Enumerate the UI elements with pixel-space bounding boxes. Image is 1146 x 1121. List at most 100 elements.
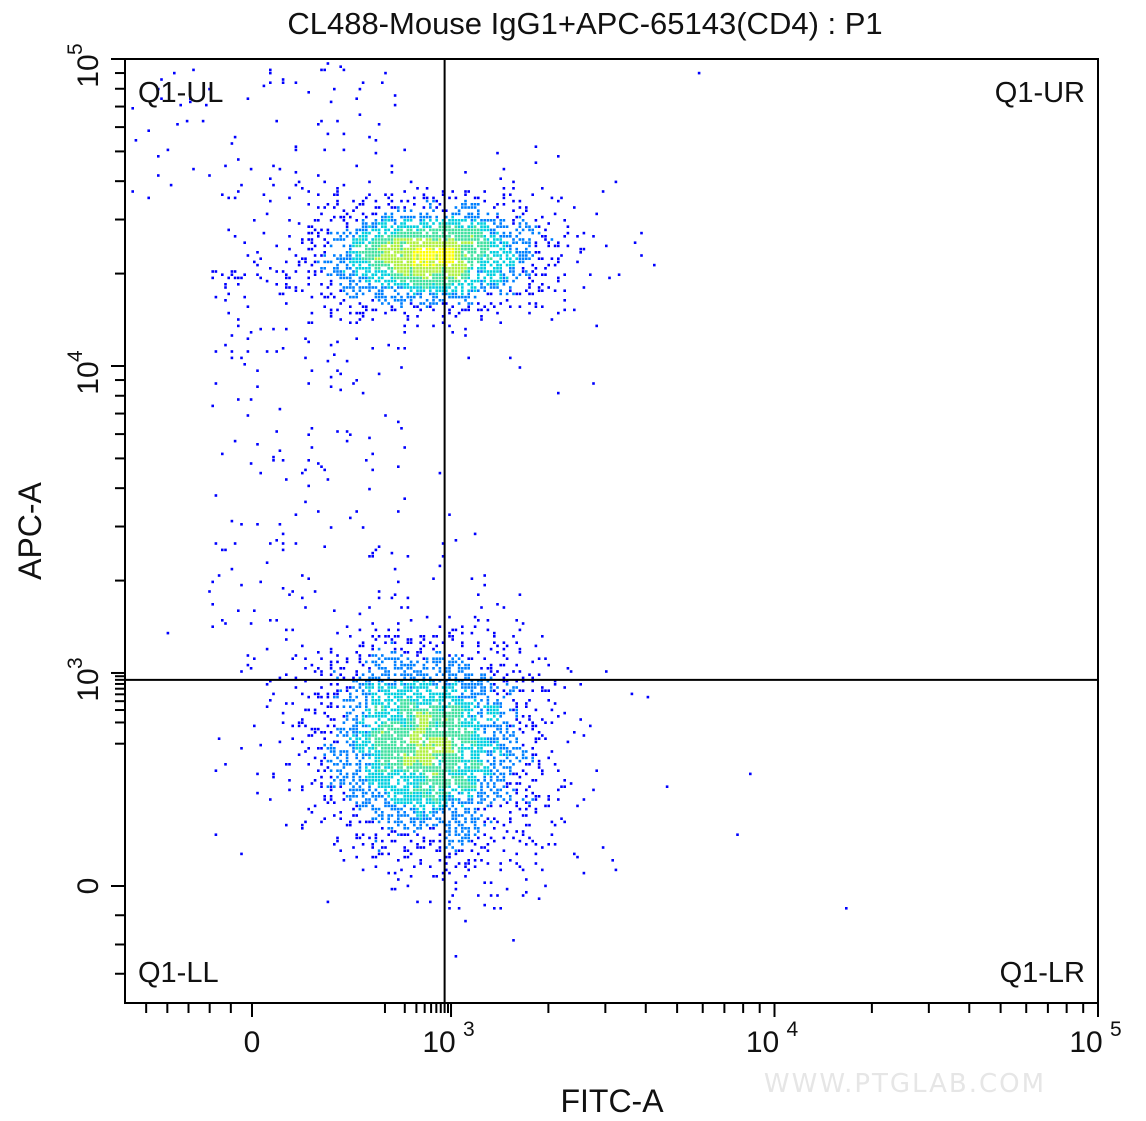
data-point-1380 (477, 203, 480, 206)
data-point-696 (301, 740, 304, 744)
data-point-584 (512, 635, 515, 638)
data-point-3053 (438, 759, 442, 763)
data-point-3154 (409, 721, 413, 724)
data-point-2209 (432, 679, 435, 683)
data-point-3499 (435, 769, 438, 772)
data-point-2864 (470, 743, 474, 747)
data-point-2127 (393, 679, 397, 683)
data-point-2095 (377, 292, 381, 296)
data-point-3334 (374, 241, 378, 244)
data-point-3432 (365, 247, 368, 251)
data-point-1311 (345, 711, 349, 715)
data-point-360 (240, 670, 243, 673)
data-point-1037 (374, 833, 378, 836)
data-point-2358 (397, 801, 400, 804)
data-point-2371 (499, 238, 502, 241)
data-point-136 (403, 446, 406, 449)
data-point-1335 (345, 795, 349, 798)
data-point-824 (528, 715, 531, 718)
data-point-1839 (397, 811, 400, 814)
data-point-3181 (400, 747, 403, 750)
data-point-287 (269, 199, 272, 203)
data-point-1071 (409, 839, 413, 843)
data-point-1314 (336, 676, 339, 680)
data-point-4 (297, 222, 301, 225)
data-point-886 (537, 289, 541, 292)
data-point-681 (320, 670, 323, 673)
data-point-3347 (429, 779, 432, 782)
data-point-437 (397, 420, 400, 424)
data-point-3329 (480, 247, 483, 251)
data-point-1183 (438, 833, 442, 836)
data-point-2153 (473, 686, 477, 689)
data-point-3671 (406, 734, 410, 737)
data-point-2985 (403, 225, 406, 228)
data-point-3369 (387, 747, 390, 750)
data-point-708 (493, 635, 496, 638)
data-point-1640 (371, 804, 374, 808)
data-point-3059 (371, 743, 374, 747)
data-point-3624 (403, 231, 406, 235)
data-point-2222 (387, 801, 390, 804)
data-point-3507 (397, 753, 400, 756)
data-point-1568 (518, 273, 522, 276)
data-point-124 (253, 609, 256, 612)
data-point-2745 (483, 267, 486, 270)
data-point-3421 (435, 718, 438, 721)
data-point-2422 (352, 734, 355, 737)
data-point-2034 (397, 292, 400, 296)
data-point-2659 (483, 270, 486, 273)
data-point-3968 (413, 244, 416, 248)
data-point-1290 (525, 273, 528, 276)
data-point-2826 (377, 775, 381, 779)
data-point-3613 (454, 235, 458, 238)
y-tick-1: 103 (64, 657, 105, 701)
data-point-1218 (313, 228, 317, 232)
data-point-3226 (425, 795, 429, 798)
data-point-3412 (454, 759, 458, 763)
data-point-2825 (416, 689, 419, 692)
data-point-1172 (531, 753, 534, 756)
data-point-664 (313, 708, 317, 712)
data-point-1703 (480, 683, 483, 686)
data-point-2208 (454, 820, 458, 824)
data-point-2098 (489, 228, 493, 232)
data-point-3364 (422, 788, 426, 792)
data-point-506 (256, 263, 259, 267)
data-point-2973 (409, 798, 413, 801)
data-point-1822 (512, 753, 515, 756)
data-point-2589 (381, 785, 384, 788)
data-point-1411 (397, 823, 400, 827)
data-point-1016 (544, 235, 547, 238)
data-point-1134 (486, 667, 490, 670)
data-point-1669 (400, 299, 403, 302)
data-point-2314 (502, 247, 506, 251)
data-point-1637 (339, 727, 342, 731)
data-point-1696 (400, 663, 403, 667)
data-point-2316 (496, 283, 499, 286)
data-point-1187 (525, 807, 528, 811)
data-point-72 (438, 564, 442, 568)
data-point-677 (333, 801, 336, 804)
data-point-2657 (470, 222, 474, 225)
data-point-2990 (368, 241, 371, 244)
data-point-2318 (342, 270, 346, 273)
data-point-3576 (374, 251, 378, 254)
data-point-1323 (496, 686, 499, 689)
data-point-643 (374, 199, 378, 203)
data-point-1509 (342, 699, 346, 702)
data-point-1590 (329, 750, 333, 753)
data-point-704 (502, 663, 506, 667)
data-point-872 (326, 241, 330, 244)
data-point-428 (326, 359, 330, 363)
data-point-66 (579, 718, 582, 721)
data-point-924 (486, 843, 490, 846)
data-point-3589 (425, 766, 429, 769)
data-point-3394 (416, 283, 419, 286)
data-point-327 (265, 683, 269, 686)
data-point-1969 (480, 286, 483, 289)
data-point-1426 (368, 289, 371, 292)
data-point-457 (278, 167, 282, 171)
data-point-1072 (352, 814, 355, 817)
data-point-3515 (438, 718, 442, 721)
